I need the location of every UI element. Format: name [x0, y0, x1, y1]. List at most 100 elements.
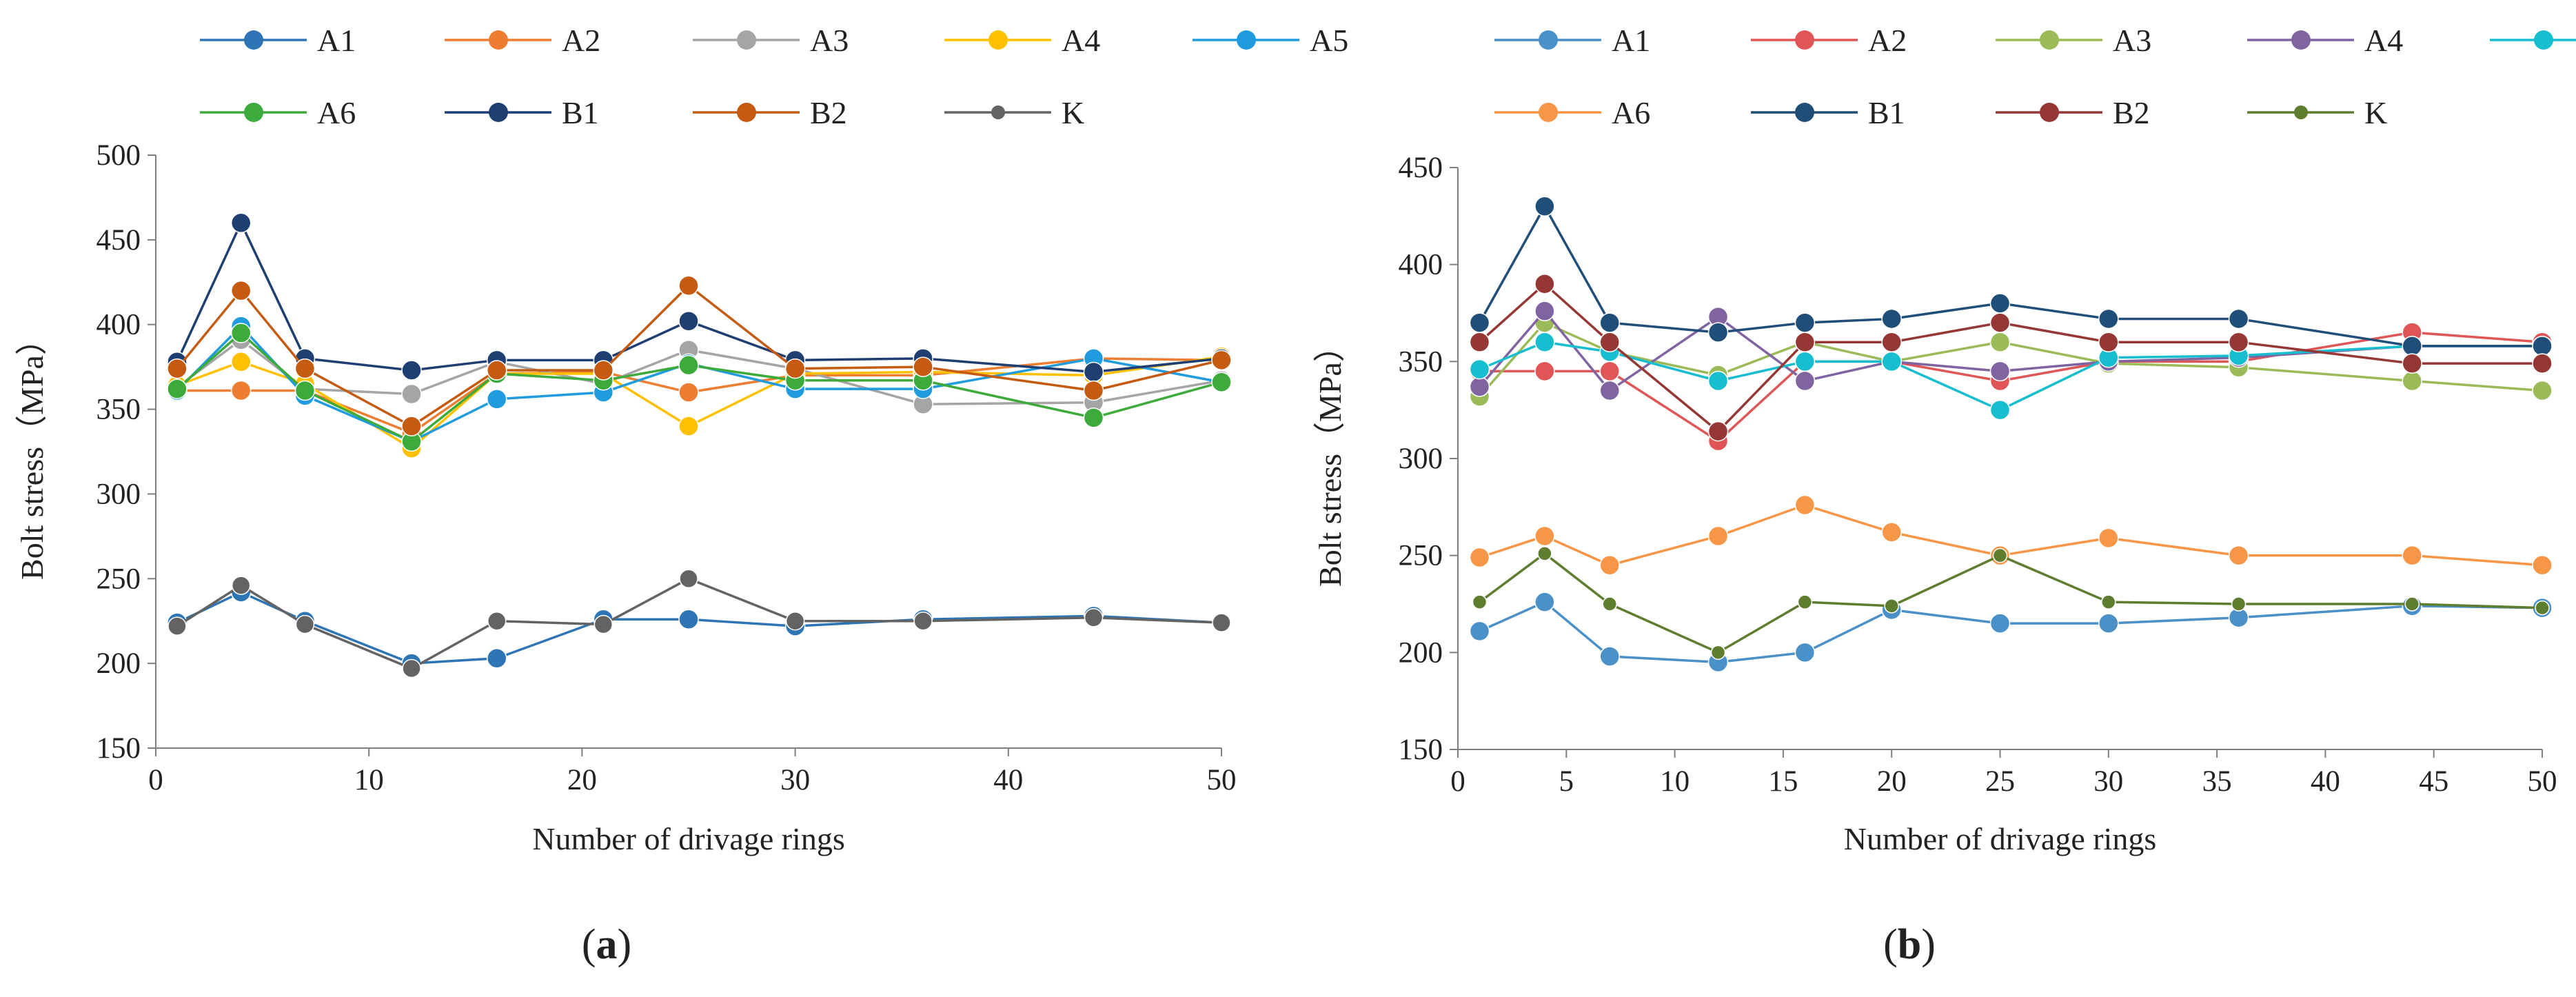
data-point-a1 — [1989, 613, 2011, 634]
y-tick-label: 400 — [97, 309, 141, 341]
data-point-k — [231, 576, 251, 595]
legend-marker — [737, 103, 756, 122]
legend-label: K — [2364, 95, 2387, 130]
data-point-b1 — [230, 212, 252, 234]
x-tick-label: 10 — [354, 764, 384, 796]
data-point-k — [168, 616, 187, 636]
legend-label: B1 — [1868, 95, 1905, 130]
data-point-a6 — [1083, 407, 1104, 428]
legend-item-a1: A1 — [1494, 23, 1650, 58]
data-point-a3 — [401, 383, 422, 405]
data-point-a4 — [1794, 370, 1816, 392]
data-point-a6 — [1469, 547, 1490, 568]
x-tick-label: 50 — [1207, 764, 1237, 796]
data-point-a1 — [486, 648, 507, 669]
data-point-b2 — [2532, 353, 2553, 374]
data-point-b2 — [167, 358, 187, 379]
legend-item-b1: B1 — [445, 95, 599, 130]
x-axis-label: Number of drivage rings — [532, 821, 845, 856]
x-tick-label: 0 — [1450, 765, 1466, 798]
series-line-a5 — [1479, 341, 2542, 412]
data-point-b1 — [1599, 312, 1620, 333]
x-tick-label: 20 — [1877, 765, 1907, 798]
legend-item-k: K — [2247, 95, 2387, 130]
legend: A1 A2 A3 A4 A5 A6 B1 B2 K — [1494, 23, 2576, 130]
series-k — [168, 569, 1231, 678]
data-point-k — [1797, 594, 1813, 610]
data-point-b1 — [2228, 308, 2249, 330]
x-tick-label: 15 — [1768, 765, 1798, 798]
series-k — [1472, 546, 2550, 661]
data-point-b2 — [294, 358, 316, 379]
y-tick-label: 350 — [97, 394, 141, 426]
data-point-k — [1537, 546, 1552, 561]
y-tick-label: 150 — [1399, 734, 1443, 766]
data-point-b2 — [230, 280, 252, 301]
data-point-k — [1710, 645, 1726, 661]
data-point-a6 — [1881, 522, 1902, 543]
data-point-b1 — [2532, 336, 2553, 356]
data-point-a2 — [1599, 361, 1620, 382]
data-point-b2 — [678, 275, 699, 296]
legend-marker — [2291, 30, 2311, 50]
legend-item-b1: B1 — [1751, 95, 1905, 130]
series-line-a6 — [1479, 503, 2543, 567]
legend-marker — [489, 103, 508, 122]
data-point-k — [1602, 596, 1617, 612]
y-tick-label: 250 — [97, 563, 141, 595]
data-point-a3 — [1989, 332, 2011, 352]
legend-marker — [2040, 103, 2059, 122]
series-line-k — [1479, 552, 2543, 654]
data-point-a6 — [1534, 525, 1555, 547]
x-tick-label: 0 — [148, 764, 163, 796]
legend-marker — [489, 30, 508, 50]
data-point-b2 — [1794, 332, 1816, 352]
data-point-k — [913, 611, 933, 631]
data-point-k — [2101, 594, 2116, 610]
data-point-b1 — [2402, 336, 2422, 356]
data-point-b1 — [1083, 361, 1104, 383]
data-point-b1 — [1989, 293, 2011, 314]
chart-b: 150 200 250 300 350 400 450 0 5 10 15 20 25 30 35 40 45 5… — [1312, 23, 2576, 968]
legend-label: A4 — [1062, 23, 1100, 58]
legend-label: A2 — [562, 23, 600, 58]
x-axis-label: Number of drivage rings — [1844, 821, 2157, 856]
x-tick-label: 30 — [2093, 765, 2123, 798]
data-point-k — [295, 614, 315, 634]
data-point-a2 — [230, 380, 252, 401]
series-line-a1 — [1479, 601, 2543, 664]
legend-marker — [988, 30, 1008, 50]
x-tick-label: 10 — [1660, 765, 1690, 798]
legend-marker — [737, 30, 756, 50]
legend-marker — [1237, 30, 1256, 50]
x-tick-label: 40 — [993, 764, 1023, 796]
legend-marker — [2534, 30, 2553, 50]
data-point-k — [1472, 594, 1488, 610]
legend-label: B1 — [562, 95, 599, 130]
data-point-k — [679, 569, 698, 589]
data-point-b2 — [1211, 350, 1232, 371]
panel-label-open: ( — [1883, 921, 1898, 968]
y-tick-label: 200 — [97, 647, 141, 680]
data-point-b2 — [2098, 332, 2119, 352]
data-point-b1 — [1534, 196, 1555, 217]
series-a1 — [167, 582, 1232, 674]
x-tick-label: 45 — [2419, 765, 2448, 798]
data-point-a6 — [294, 380, 316, 401]
y-tick-label: 150 — [97, 732, 141, 765]
data-point-a6 — [678, 354, 699, 376]
data-point-k — [785, 611, 805, 631]
data-point-k — [487, 611, 507, 631]
y-tick-label: 300 — [1399, 443, 1443, 475]
data-point-b1 — [1469, 312, 1490, 333]
data-point-b2 — [913, 356, 933, 377]
series-line-a3 — [176, 338, 1222, 405]
data-point-b2 — [1534, 274, 1555, 294]
data-point-k — [402, 658, 421, 678]
data-point-k — [2535, 600, 2550, 616]
data-point-b2 — [784, 358, 806, 379]
y-tick-label: 350 — [1399, 345, 1443, 378]
data-point-a6 — [1794, 494, 1816, 516]
series-b1 — [1469, 196, 2553, 356]
legend-label: A3 — [810, 23, 849, 58]
